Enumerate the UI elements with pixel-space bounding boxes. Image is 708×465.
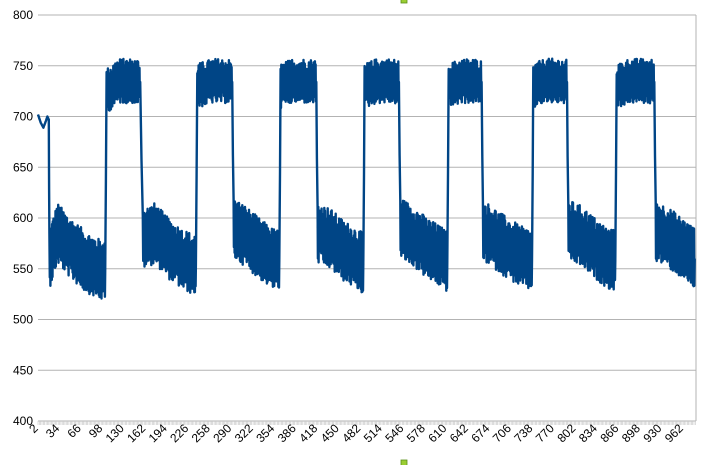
y-tick-label: 400 [13,414,33,428]
y-tick-label: 700 [13,110,33,124]
series-line-0 [36,57,696,300]
y-tick-label: 600 [13,211,33,225]
selection-handles[interactable] [400,0,408,465]
y-tick-label: 800 [13,8,33,22]
y-axis-tick-labels: 400 450 500 550 600 650 700 750 800 [13,8,33,428]
x-axis: 2 34 66 98130162194226258290322354386418450… [26,420,696,445]
x-tick-label: 2 [26,421,41,436]
grid-lines [38,14,697,422]
series-lines [36,57,696,300]
y-tick-label: 650 [13,160,33,174]
y-tick-label: 750 [13,59,33,73]
x-axis-minor-ticks [37,421,696,425]
y-tick-label: 500 [13,313,33,327]
bottom-selection-handle[interactable] [400,459,408,465]
top-selection-handle[interactable] [400,0,408,4]
y-tick-label: 550 [13,262,33,276]
y-tick-label: 450 [13,363,33,377]
